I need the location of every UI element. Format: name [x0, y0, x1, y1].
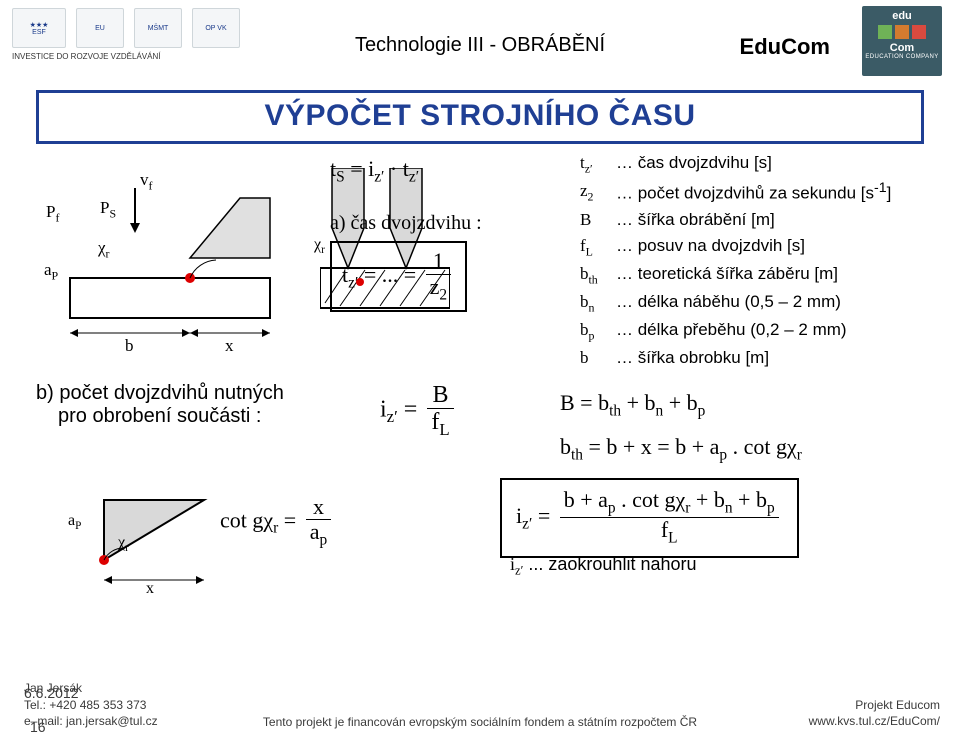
diagram-triangle: aP χr x — [64, 480, 234, 600]
eq-tz-den: z2 — [426, 275, 451, 304]
slide-title-frame: VÝPOČET STROJNÍHO ČASU — [36, 90, 924, 144]
eq-B2: bth = b + x = b + ap . cot gχr — [560, 426, 802, 470]
d2-x: x — [146, 580, 154, 598]
def-sym: bn — [580, 289, 608, 317]
def-sym: b — [580, 345, 608, 371]
def-row: tz′ … čas dvojzdvihu [s] — [580, 150, 940, 178]
def-row: bth … teoretická šířka záběru [m] — [580, 261, 940, 289]
def-row: b … šířka obrobku [m] — [580, 345, 940, 371]
eq-ts: tS = iz′ · tz′ — [330, 156, 560, 186]
d2-chi: χr — [118, 534, 129, 554]
round-note: iz′ ... zaokrouhlit nahoru — [510, 554, 697, 579]
sym-b: b — [125, 336, 134, 356]
footer-tel: Tel.: +420 485 353 373 — [24, 697, 158, 713]
round-text: ... zaokrouhlit nahoru — [528, 554, 696, 574]
b-line1: b) počet dvojzdvihů nutných — [36, 382, 284, 405]
cotg-den: ap — [306, 520, 331, 549]
logo-squares — [862, 25, 942, 39]
footer-author: Jan Jersák — [24, 680, 158, 696]
b-section-label: b) počet dvojzdvihů nutných pro obrobení… — [36, 382, 284, 428]
def-text: … šířka obrábění [m] — [616, 207, 940, 233]
b-line2: pro obrobení součásti : — [36, 405, 284, 428]
sym-Pf: Pf — [46, 202, 59, 225]
footer-right1: Projekt Educom — [809, 697, 940, 713]
def-text: … teoretická šířka záběru [m] — [616, 261, 940, 289]
def-row: fL … posuv na dvojzdvih [s] — [580, 233, 940, 261]
d2-ap: aP — [68, 512, 81, 532]
sym-chir2: χr — [314, 236, 325, 256]
slide-body: vf Pf PS χr aP b x χr — [0, 150, 960, 679]
eq-B1: B = bth + bn + bp — [560, 382, 802, 426]
def-row: bp … délka přeběhu (0,2 – 2 mm) — [580, 317, 940, 345]
sym-Ps: PS — [100, 198, 116, 221]
def-sym: fL — [580, 233, 608, 261]
eq-tz-num: 1 — [426, 249, 451, 274]
final-num: b + ap . cot gχr + bn + bp — [560, 488, 779, 518]
def-sym: bth — [580, 261, 608, 289]
eq-tz-left: tz′ = ... = — [342, 262, 416, 287]
def-text: … délka přeběhu (0,2 – 2 mm) — [616, 317, 940, 345]
eq-tz-frac: 1 z2 — [426, 249, 451, 304]
brand-text: EduCom — [740, 34, 830, 60]
final-den: fL — [560, 518, 779, 547]
slide-header: ★★★ESF EU MŠMT OP VK INVESTICE DO ROZVOJ… — [0, 0, 960, 90]
def-row: z2 … počet dvojzdvihů za sekundu [s-1] — [580, 178, 940, 207]
eq-tz-box: tz′ = ... = 1 z2 — [330, 241, 467, 312]
def-sym: z2 — [580, 178, 608, 207]
diagram-tool-top: vf Pf PS χr aP b x — [40, 158, 310, 358]
iz-den: fL — [427, 409, 453, 439]
line-a: a) čas dvojzdvihu : — [330, 212, 560, 235]
educom-logo: edu Com EDUCATION COMPANY — [862, 6, 942, 76]
def-text: … počet dvojzdvihů za sekundu [s-1] — [616, 178, 940, 207]
eq-iz: iz′ = B fL — [380, 382, 458, 440]
slide-footer: 6.6.2012 Jan Jersák Tel.: +420 485 353 3… — [0, 679, 960, 737]
footer-right2: www.kvs.tul.cz/EduCom/ — [809, 713, 940, 729]
diagram1-svg — [40, 158, 310, 358]
logo-com: Com — [862, 42, 942, 54]
sym-ap: aP — [44, 260, 58, 283]
def-sym: bp — [580, 317, 608, 345]
logo-tag: EDUCATION COMPANY — [862, 54, 942, 60]
cotg-num: x — [306, 495, 331, 520]
def-text: … délka náběhu (0,5 – 2 mm) — [616, 289, 940, 317]
round-sym: iz′ — [510, 554, 523, 574]
iz-num: B — [427, 382, 453, 409]
def-text: … čas dvojzdvihu [s] — [616, 150, 940, 178]
center-formulas: tS = iz′ · tz′ a) čas dvojzdvihu : tz′ =… — [330, 150, 560, 312]
sym-vf: vf — [140, 170, 152, 193]
def-row: B … šířka obrábění [m] — [580, 207, 940, 233]
def-sym: B — [580, 207, 608, 233]
eq-cotg: cot gχr = x ap — [220, 495, 335, 550]
B-equations: B = bth + bn + bp bth = b + x = b + ap .… — [560, 382, 802, 469]
logo-edu: edu — [862, 6, 942, 22]
footer-right: Projekt Educom www.kvs.tul.cz/EduCom/ — [809, 697, 940, 729]
slide-title: VÝPOČET STROJNÍHO ČASU — [49, 99, 911, 133]
def-sym: tz′ — [580, 150, 608, 178]
eq-final-box: iz′ = b + ap . cot gχr + bn + bp fL — [500, 478, 799, 558]
def-text: … posuv na dvojzdvih [s] — [616, 233, 940, 261]
sym-chir: χr — [98, 238, 110, 261]
definitions-list: tz′ … čas dvojzdvihu [s] z2 … počet dvojzd… — [580, 150, 940, 371]
sym-x: x — [225, 336, 234, 356]
def-row: bn … délka náběhu (0,5 – 2 mm) — [580, 289, 940, 317]
def-text: … šířka obrobku [m] — [616, 345, 940, 371]
